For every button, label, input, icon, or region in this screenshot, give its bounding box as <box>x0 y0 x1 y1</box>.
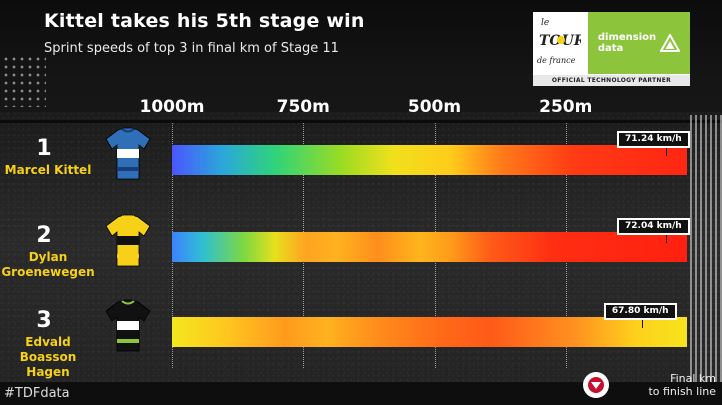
rider-name: Edvald Boasson Hagen <box>0 335 98 380</box>
decorative-dot-grid <box>2 55 46 107</box>
rider-name-line: Marcel Kittel <box>4 163 92 177</box>
speed-bar <box>172 232 687 262</box>
speed-gradient <box>172 317 687 347</box>
chart-subtitle: Sprint speeds of top 3 in final km of St… <box>44 41 339 56</box>
tdf-text-france: de france <box>537 56 576 65</box>
rider-name-line: Hagen <box>26 365 70 379</box>
speed-gradient <box>172 232 687 262</box>
tour-de-france-icon: le TOUR de france <box>537 18 581 65</box>
rider-name-line: Edvald Boasson <box>19 335 77 364</box>
dd-line2: data <box>597 43 624 54</box>
finish-line-stripe <box>690 115 722 385</box>
finish-legend: Final km to finish line <box>616 372 716 398</box>
speed-bar <box>172 145 687 175</box>
rider-name-line: Groenewegen <box>1 265 95 279</box>
footer-band <box>0 382 722 405</box>
rider-name-line: Dylan <box>28 250 68 264</box>
tour-de-france-logo: le TOUR de france <box>533 12 585 74</box>
team-jersey-icon <box>105 214 151 267</box>
dimension-data-wordmark: dimension data <box>598 32 656 55</box>
x-tick-label: 250m <box>539 97 593 117</box>
axis-separator <box>0 120 722 123</box>
x-tick-label: 750m <box>276 97 330 117</box>
hashtag-text: #TDFdata <box>4 386 70 401</box>
dimension-data-logo: dimension data <box>588 12 690 74</box>
team-jersey-icon <box>105 127 151 180</box>
dimension-data-mark-icon <box>660 34 681 52</box>
rider-rank: 1 <box>36 136 52 161</box>
sponsor-logo: le TOUR de france dimension data OFFICIA… <box>533 12 690 86</box>
chart-title: Kittel takes his 5th stage win <box>44 10 365 32</box>
top-speed-label: 71.24 km/h <box>617 131 690 148</box>
finish-arrow-icon <box>583 372 609 398</box>
x-tick-label: 500m <box>407 97 462 117</box>
legend-line2: to finish line <box>648 385 716 399</box>
top-speed-label: 67.80 km/h <box>603 303 677 320</box>
top-speed-label: 72.04 km/h <box>617 218 690 235</box>
official-partner-caption: OFFICIAL TECHNOLOGY PARTNER <box>533 75 690 86</box>
rider-name: Dylan Groenewegen <box>0 250 98 280</box>
tdf-text-le: le <box>541 18 549 28</box>
rider-name: Marcel Kittel <box>0 163 98 178</box>
x-tick-label: 1000m <box>139 97 205 117</box>
rider-rank: 2 <box>36 223 52 248</box>
team-jersey-icon <box>105 299 151 352</box>
speed-gradient <box>172 145 687 175</box>
dd-line1: dimension <box>597 31 657 43</box>
speed-bar <box>172 317 687 347</box>
rider-rank: 3 <box>36 308 52 333</box>
legend-line1: Final km <box>670 372 716 385</box>
